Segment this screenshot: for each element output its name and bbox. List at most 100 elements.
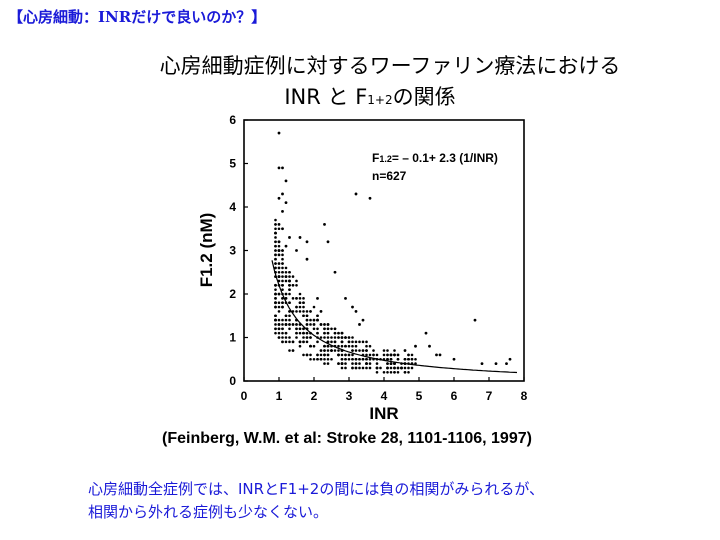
y-tick-label: 0 xyxy=(229,374,236,388)
data-point xyxy=(274,231,277,235)
data-point xyxy=(295,249,298,252)
data-point xyxy=(281,249,284,252)
data-point xyxy=(281,284,284,287)
x-tick-label: 5 xyxy=(416,389,423,403)
data-point xyxy=(347,357,351,361)
data-point xyxy=(302,305,305,309)
data-point xyxy=(295,284,298,287)
data-point xyxy=(277,270,281,274)
data-point xyxy=(277,318,281,322)
x-tick-label: 1 xyxy=(276,389,283,403)
data-point xyxy=(316,340,319,344)
x-tick-label: 2 xyxy=(311,389,318,403)
conclusion-line1: 心房細動全症例では、INRとF1+2の間には負の相関がみられるが、 xyxy=(88,480,545,498)
data-point xyxy=(305,331,309,335)
data-point xyxy=(389,353,393,357)
data-point xyxy=(309,357,312,361)
data-point xyxy=(277,131,281,135)
data-point xyxy=(274,257,277,261)
data-point xyxy=(274,223,277,226)
data-point xyxy=(274,292,277,296)
data-point xyxy=(365,353,368,357)
y-tick-label: 3 xyxy=(229,244,236,258)
data-point xyxy=(368,353,372,357)
data-point xyxy=(389,366,393,370)
data-point xyxy=(281,327,284,331)
data-point xyxy=(316,314,319,318)
data-point xyxy=(323,331,326,335)
data-point xyxy=(291,275,295,278)
data-point xyxy=(281,305,284,309)
data-point xyxy=(288,336,291,339)
data-point xyxy=(330,349,333,352)
data-point xyxy=(316,296,319,300)
equation-formula: = – 0.1+ 2.3 (1/INR) xyxy=(392,151,498,165)
data-point xyxy=(368,344,372,348)
data-point xyxy=(393,366,396,370)
x-tick-label: 0 xyxy=(241,389,248,403)
data-point xyxy=(386,366,389,370)
data-point xyxy=(302,331,305,335)
data-point xyxy=(274,249,277,252)
y-tick-label: 5 xyxy=(229,157,236,171)
data-point xyxy=(323,223,326,226)
data-point xyxy=(396,371,400,374)
data-point xyxy=(473,318,477,322)
data-point xyxy=(361,366,365,370)
data-point xyxy=(330,340,333,344)
data-point xyxy=(281,266,284,270)
data-point xyxy=(319,349,323,352)
data-point xyxy=(277,253,281,257)
data-point xyxy=(295,279,298,283)
data-point xyxy=(291,323,295,326)
data-point xyxy=(372,353,375,357)
data-point xyxy=(389,371,393,374)
data-point xyxy=(277,310,281,313)
data-point xyxy=(281,227,284,231)
data-point xyxy=(298,297,302,300)
data-point xyxy=(330,357,333,361)
data-point xyxy=(365,344,368,348)
data-point xyxy=(288,310,291,313)
data-point xyxy=(319,310,323,313)
conclusion-line2: 相関から外れる症例も少なくない。 xyxy=(88,503,329,521)
x-tick-label: 8 xyxy=(521,389,528,403)
data-point xyxy=(375,371,379,374)
data-point xyxy=(298,301,302,305)
data-point xyxy=(277,244,281,248)
data-point xyxy=(284,331,288,335)
data-point xyxy=(281,253,284,257)
data-point xyxy=(284,336,288,339)
data-point xyxy=(410,357,414,361)
data-point xyxy=(403,371,407,374)
data-point xyxy=(274,262,277,265)
data-point xyxy=(382,353,386,357)
y-tick-label: 6 xyxy=(229,113,236,127)
data-point xyxy=(326,357,330,361)
data-point xyxy=(312,305,316,309)
data-point xyxy=(288,314,291,318)
data-point xyxy=(284,270,288,274)
data-point xyxy=(295,310,298,313)
data-point xyxy=(274,297,277,300)
data-point xyxy=(361,318,365,322)
data-point xyxy=(274,301,277,305)
data-point xyxy=(305,314,309,318)
data-point xyxy=(351,340,354,344)
data-point xyxy=(396,357,400,361)
data-point xyxy=(403,366,407,370)
data-point xyxy=(414,362,417,365)
data-point xyxy=(323,362,326,365)
data-point xyxy=(333,349,337,352)
data-point xyxy=(407,353,410,357)
data-point xyxy=(281,340,284,344)
data-point xyxy=(344,353,347,357)
title-inr-and-f: INR と F xyxy=(284,85,368,109)
data-point xyxy=(354,349,358,352)
data-point xyxy=(505,362,508,365)
equation-prefix: F xyxy=(372,151,379,165)
data-point xyxy=(347,336,351,339)
data-point xyxy=(281,318,284,322)
data-point xyxy=(274,331,277,335)
data-point xyxy=(351,344,354,348)
